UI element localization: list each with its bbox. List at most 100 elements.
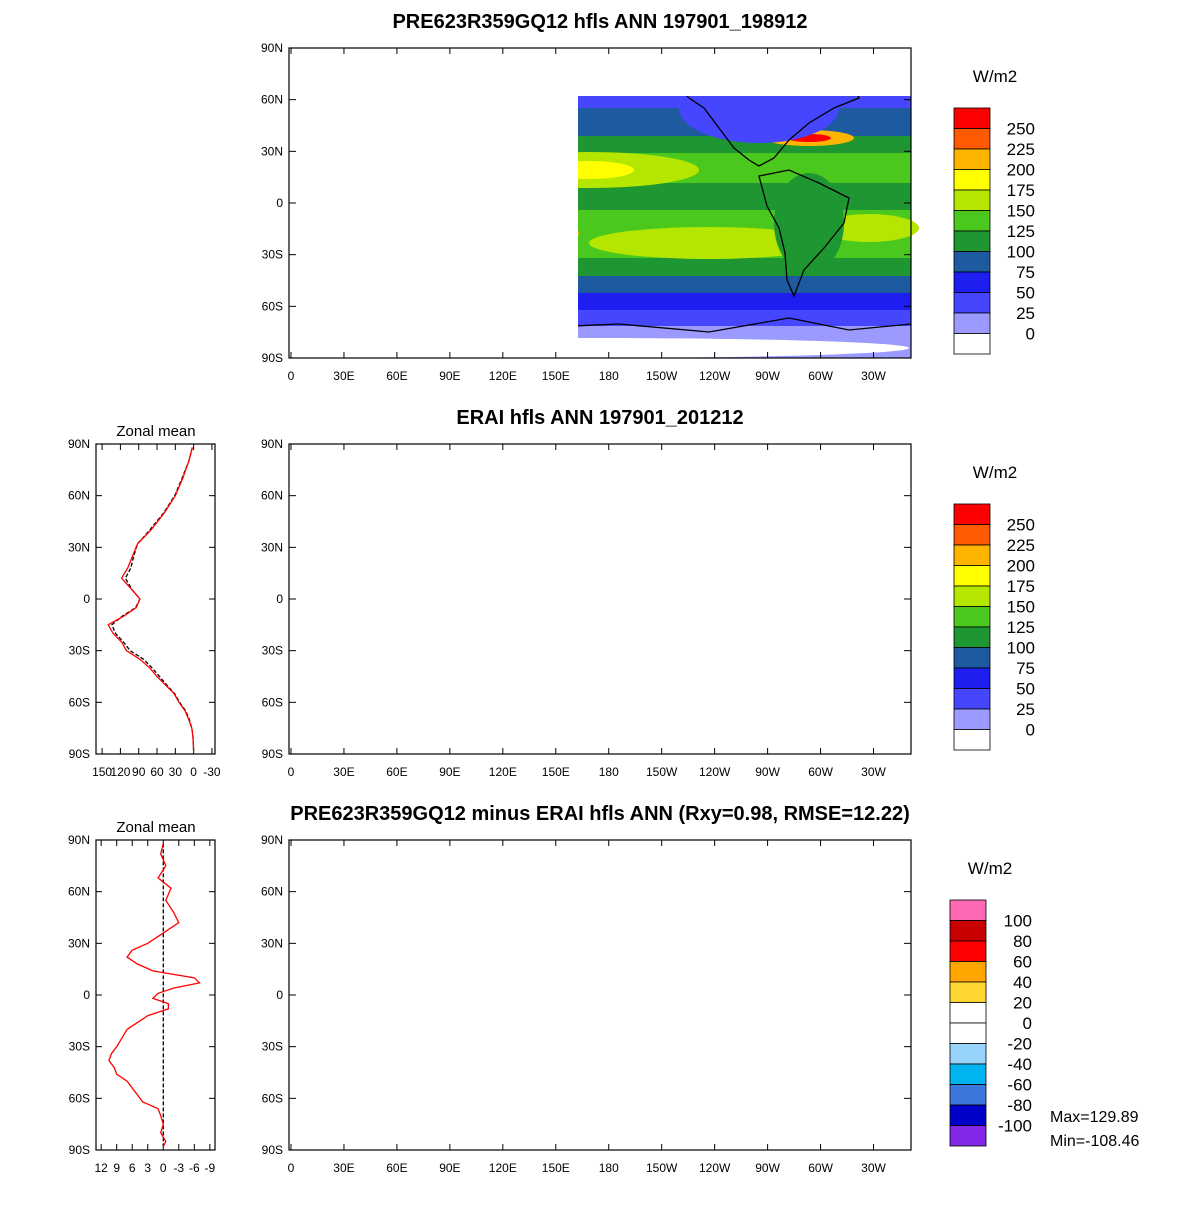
map-band	[289, 672, 911, 689]
colorbar-box	[949, 940, 987, 962]
colorbar-label: 60	[1013, 953, 1032, 972]
colorbar-label: 200	[1007, 557, 1035, 576]
anomaly-region	[709, 980, 769, 990]
colorbar-box	[953, 107, 991, 129]
map-y-tick-label: 0	[276, 592, 283, 606]
colorbar-label: 250	[1007, 120, 1035, 139]
colorbar-box	[949, 1022, 987, 1044]
map-region	[319, 622, 379, 646]
colorbar-label: 200	[1007, 161, 1035, 180]
zonal-x-tick-label: 0	[160, 1161, 167, 1175]
map-x-tick-label: 120E	[489, 765, 517, 779]
anomaly-region	[774, 915, 844, 929]
coastline	[289, 846, 911, 1124]
zonal-y-tick-label: 0	[83, 988, 90, 1002]
colorbar-box	[953, 189, 991, 211]
colorbar-box	[953, 729, 991, 751]
map-x-tick-label: 60W	[808, 765, 833, 779]
colorbar-label: -40	[1007, 1055, 1032, 1074]
colorbar-box	[953, 271, 991, 293]
colorbar-box	[953, 148, 991, 170]
map-band	[289, 504, 911, 532]
coastline	[289, 450, 911, 728]
map-diff-axes: 0 30E 60E 90E 120E 150E 180 150W 120W 90W 60W 30W 90…	[261, 833, 911, 1175]
map-region	[589, 623, 829, 655]
map-y-tick-label: 90N	[261, 437, 283, 451]
map-x-tick-label: 180	[599, 1161, 619, 1175]
map-y-tick-label: 30N	[261, 540, 283, 554]
colorbar-label: 0	[1023, 1014, 1032, 1033]
anomaly-region	[299, 958, 389, 1002]
land-region	[494, 624, 554, 664]
map-region	[329, 222, 549, 254]
colorbar-label: 40	[1013, 973, 1032, 992]
colorbar-box	[949, 1043, 987, 1065]
zonal-x-tick-label: 150	[92, 765, 112, 779]
land-region	[389, 469, 569, 529]
map-y-tick-label: 60S	[262, 695, 283, 709]
map-y-tick-label: 90N	[261, 833, 283, 847]
colorbar-box	[953, 667, 991, 689]
colorbar-label: -80	[1007, 1096, 1032, 1115]
map-y-tick-label: 30S	[262, 248, 283, 262]
map-y-tick-label: 60S	[262, 299, 283, 313]
map-x-tick-label: 90E	[439, 1161, 460, 1175]
zonal-mean-erai-title: Zonal mean	[116, 423, 195, 440]
colorbar-box	[953, 688, 991, 710]
map-band	[289, 48, 911, 78]
zonal-x-tick-label: -6	[189, 1161, 200, 1175]
zonal-y-tick-label: 90S	[69, 1143, 90, 1157]
colorbar-box	[949, 1125, 987, 1147]
colorbar-box	[953, 585, 991, 607]
map-region	[329, 618, 549, 650]
land-region	[679, 469, 839, 539]
zonal-y-tick-label: 60N	[68, 489, 90, 503]
map-x-tick-label: 30W	[861, 1161, 886, 1175]
map-region	[544, 557, 634, 575]
colorbar-box	[953, 230, 991, 252]
map-region	[578, 152, 699, 188]
map-region	[769, 528, 849, 544]
anomaly-region	[569, 950, 649, 966]
zonal-x-tick-label: 12	[94, 1161, 108, 1175]
map-x-tick-label: 120E	[489, 1161, 517, 1175]
map-x-tick-label: 90E	[439, 765, 460, 779]
anomaly-region	[344, 983, 358, 993]
map-x-tick-label: 120W	[699, 369, 731, 383]
panel-diff-title: PRE623R359GQ12 minus ERAI hfls ANN (Rxy=…	[290, 803, 910, 825]
map-erai	[259, 444, 919, 754]
map-band	[289, 474, 911, 504]
colorbar-box	[953, 251, 991, 273]
zonal-mean-line	[107, 447, 195, 751]
colorbar-box	[949, 1002, 987, 1024]
colorbar-box	[953, 169, 991, 191]
map-background	[289, 840, 911, 1150]
max-label: Max=129.89	[1050, 1109, 1139, 1126]
anomaly-region	[529, 1027, 709, 1043]
panel-model-title: PRE623R359GQ12 hfls ANN 197901_198912	[392, 11, 807, 33]
min-label: Min=-108.46	[1050, 1133, 1139, 1150]
zonal-x-tick-label: 9	[113, 1161, 120, 1175]
map-x-tick-label: 150W	[646, 369, 678, 383]
anomaly-region	[579, 1065, 599, 1095]
anomaly-region	[791, 985, 847, 1045]
map-band	[289, 532, 911, 549]
colorbar-label: 175	[1007, 181, 1035, 200]
colorbar-box	[949, 1084, 987, 1106]
colorbar-label: 25	[1016, 304, 1035, 323]
colorbar-label: -100	[998, 1117, 1032, 1136]
map-x-tick-label: 150E	[542, 765, 570, 779]
zonal-y-tick-label: 90N	[68, 833, 90, 847]
zonal-y-tick-label: 60N	[68, 885, 90, 899]
land-region	[494, 228, 554, 268]
colorbar-box	[949, 1104, 987, 1126]
colorbar-label: 150	[1007, 202, 1035, 221]
colorbar-label: 125	[1007, 222, 1035, 241]
map-x-tick-label: 30W	[861, 369, 886, 383]
map-x-tick-label: 90W	[755, 369, 780, 383]
land-region	[329, 148, 409, 248]
anomaly-region	[459, 944, 519, 956]
map-x-tick-label: 150E	[542, 369, 570, 383]
